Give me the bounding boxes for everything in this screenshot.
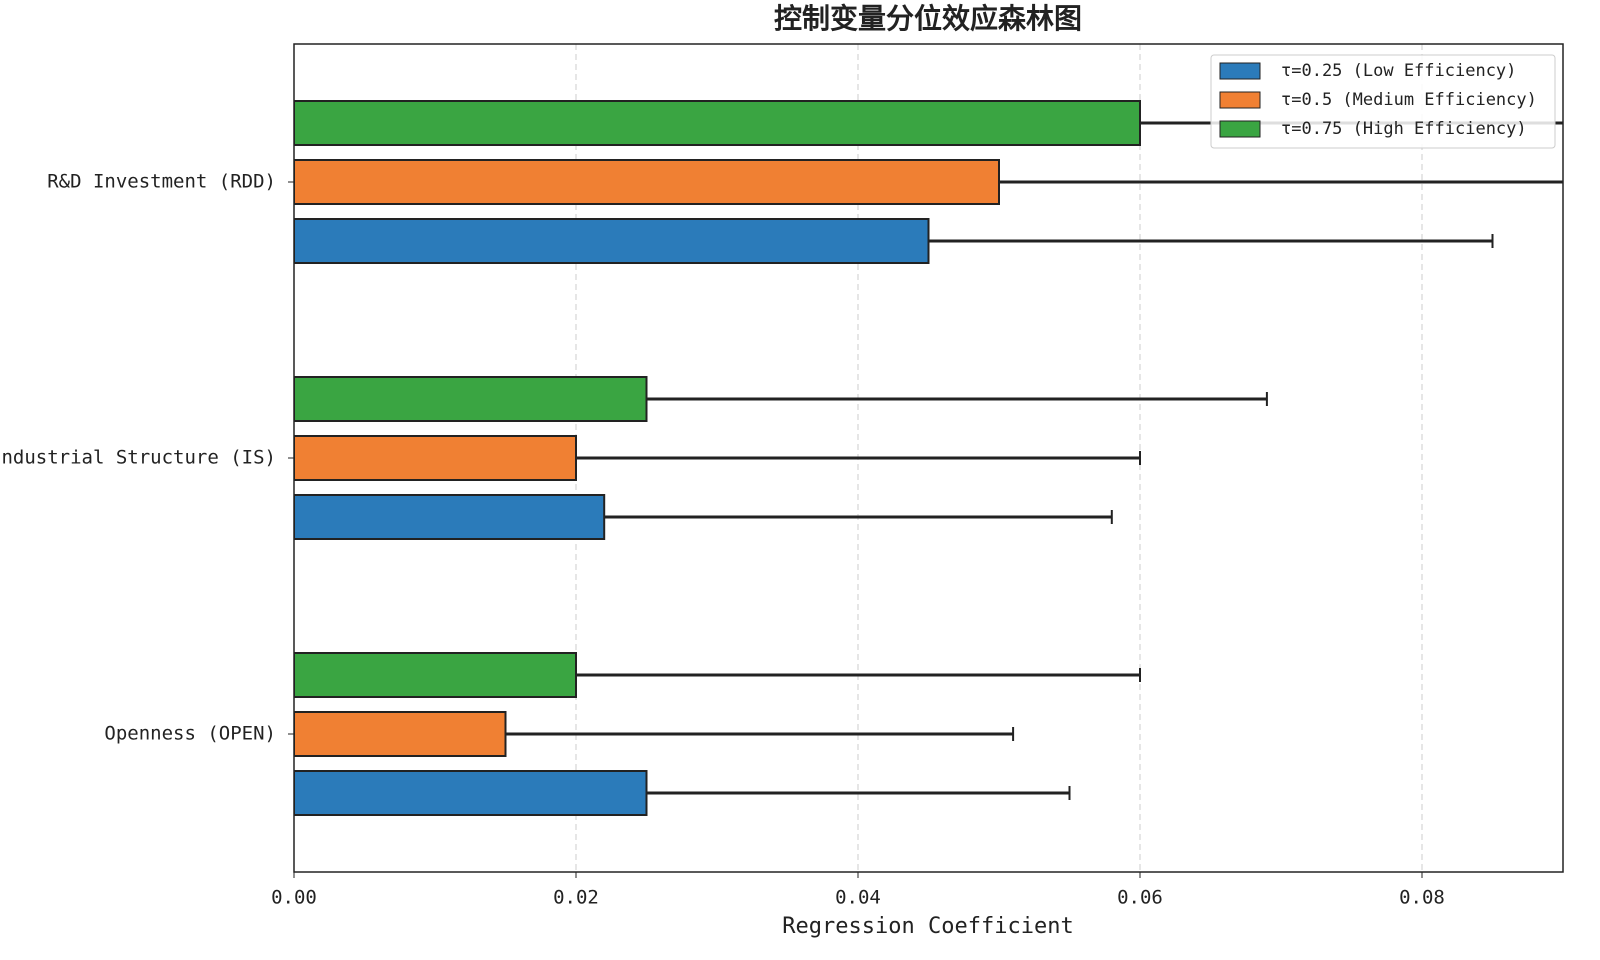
x-tick-label: 0.00 xyxy=(271,887,317,909)
error-bar xyxy=(646,392,1268,406)
error-bar xyxy=(576,451,1141,465)
bar xyxy=(294,652,577,698)
legend-label: τ=0.5 (Medium Efficiency) xyxy=(1281,90,1537,110)
bar xyxy=(294,100,1141,146)
legend-label: τ=0.25 (Low Efficiency) xyxy=(1281,61,1516,81)
bar xyxy=(294,494,606,540)
bar xyxy=(294,435,577,481)
bar xyxy=(294,770,648,816)
plot-area xyxy=(294,44,1563,872)
chart-title: 控制变量分位效应森林图 xyxy=(774,2,1082,35)
bar xyxy=(294,218,930,264)
y-tick-label: Openness (OPEN) xyxy=(104,723,276,745)
error-bar xyxy=(505,727,1015,741)
x-tick-label: 0.02 xyxy=(553,887,599,909)
x-tick-label: 0.08 xyxy=(1399,887,1445,909)
bar xyxy=(294,711,507,757)
legend-swatch xyxy=(1219,120,1261,138)
legend-box xyxy=(1210,54,1556,149)
legend-label: τ=0.75 (High Efficiency) xyxy=(1281,119,1527,139)
y-tick-label: Industrial Structure (IS) xyxy=(0,447,276,469)
legend-swatch xyxy=(1219,62,1261,80)
legend-swatch xyxy=(1219,91,1261,109)
error-bar xyxy=(576,668,1141,682)
error-bar xyxy=(646,786,1071,800)
x-axis-label: Regression Coefficient xyxy=(782,914,1073,939)
bar xyxy=(294,159,1000,205)
bar xyxy=(294,376,648,422)
y-tick-label: R&D Investment (RDD) xyxy=(47,171,276,193)
error-bar xyxy=(604,510,1113,524)
x-tick-label: 0.06 xyxy=(1117,887,1163,909)
x-tick-label: 0.04 xyxy=(835,887,881,909)
error-bar xyxy=(928,234,1494,248)
error-bar xyxy=(999,180,1563,184)
